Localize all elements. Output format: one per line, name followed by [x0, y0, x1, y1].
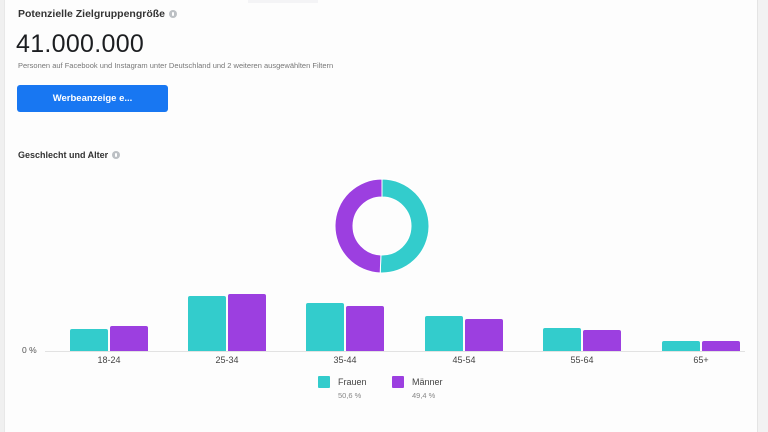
bar-frauen-35-44[interactable]	[306, 303, 344, 351]
donut-slice-männer[interactable]	[334, 178, 383, 274]
x-axis-label: 45-54	[452, 355, 476, 365]
audience-size-title: Potenzielle Zielgruppengröße	[18, 8, 178, 20]
bar-frauen-25-34[interactable]	[188, 295, 226, 351]
info-icon[interactable]	[112, 151, 121, 159]
legend-swatch	[318, 376, 330, 388]
create-ad-button[interactable]: Werbeanzeige e...	[17, 85, 168, 112]
bar-frauen-45-54[interactable]	[425, 316, 463, 351]
gender-donut-chart	[334, 178, 430, 274]
right-panel-edge	[757, 0, 768, 432]
x-axis-label: 25-34	[215, 355, 239, 365]
bar-frauen-55-64[interactable]	[543, 327, 581, 351]
bar-maenner-18-24[interactable]	[110, 325, 148, 351]
top-tab-indicator	[248, 0, 318, 3]
legend-value: 50,6 %	[338, 391, 362, 400]
legend-swatch	[392, 376, 404, 388]
bar-maenner-65+[interactable]	[702, 340, 740, 351]
left-panel-edge	[0, 0, 5, 432]
audience-size-value: 41.000.000	[16, 30, 145, 58]
legend-item-maenner[interactable]: Männer 49,4 %	[392, 376, 443, 400]
bar-maenner-25-34[interactable]	[228, 294, 266, 351]
info-icon[interactable]	[169, 10, 178, 18]
bar-frauen-65+[interactable]	[662, 340, 700, 351]
legend-label: Männer	[412, 377, 443, 387]
legend-item-frauen[interactable]: Frauen 50,6 %	[318, 376, 367, 400]
legend-label: Frauen	[338, 377, 367, 387]
legend-value: 49,4 %	[412, 391, 436, 400]
bar-maenner-45-54[interactable]	[465, 318, 503, 351]
gender-age-title: Geschlecht und Alter	[18, 150, 121, 160]
bar-maenner-35-44[interactable]	[346, 306, 384, 351]
audience-size-title-text: Potenzielle Zielgruppengröße	[18, 8, 166, 20]
audience-description: Personen auf Facebook und Instagram unte…	[18, 61, 334, 70]
bar-maenner-55-64[interactable]	[583, 330, 621, 351]
x-axis-label: 35-44	[333, 355, 357, 365]
donut-slice-frauen[interactable]	[379, 178, 430, 274]
bar-frauen-18-24[interactable]	[70, 328, 108, 351]
x-axis-label: 55-64	[570, 355, 594, 365]
gender-age-title-text: Geschlecht und Alter	[18, 150, 109, 160]
x-axis-label: 65+	[693, 355, 709, 365]
chart-baseline	[45, 351, 745, 352]
x-axis-label: 18-24	[97, 355, 121, 365]
y-axis-zero-label: 0 %	[22, 345, 37, 355]
